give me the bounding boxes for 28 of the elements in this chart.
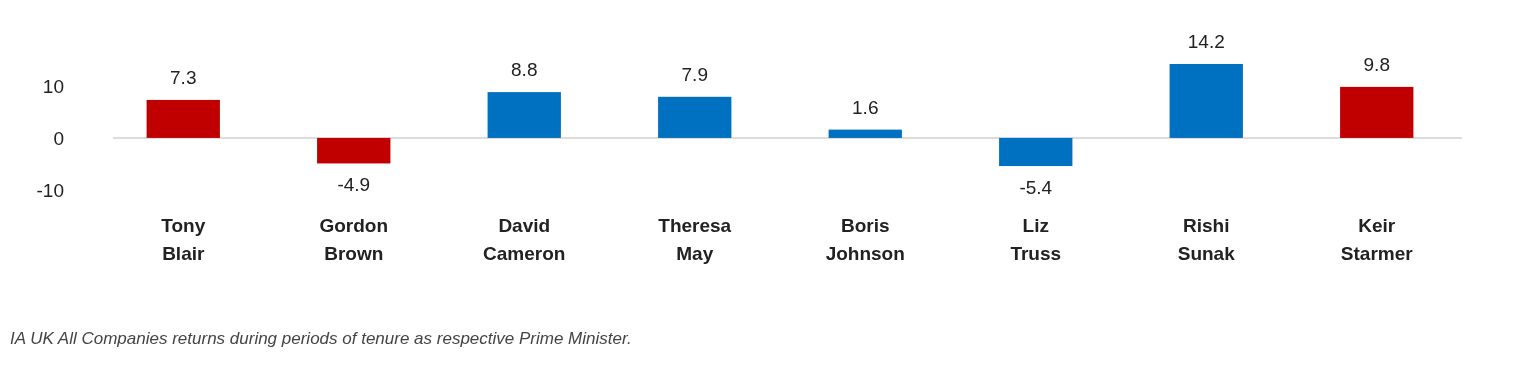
data-label: 8.8 [511, 59, 538, 81]
bar [487, 92, 561, 138]
bar [999, 137, 1073, 167]
data-label: 1.6 [852, 96, 879, 118]
bar [1340, 86, 1414, 138]
x-tick-label: Keir Starmer [1340, 215, 1414, 264]
x-tick-label: Boris Johnson [825, 215, 905, 264]
bar [828, 129, 902, 138]
y-tick-label: 10 [42, 75, 64, 97]
bar [146, 99, 220, 138]
y-tick-label: 0 [53, 127, 64, 149]
data-label: 14.2 [1187, 31, 1225, 52]
bar [1169, 64, 1243, 138]
x-tick-label: Theresa May [658, 215, 732, 264]
bar [658, 96, 732, 138]
data-label: -5.4 [1019, 177, 1053, 199]
x-tick-label: Rishi Sunak [1177, 215, 1236, 264]
y-tick-label: -10 [36, 179, 64, 201]
bar [317, 137, 391, 164]
x-tick-label: Gordon Brown [319, 215, 389, 264]
data-label: -4.9 [337, 174, 371, 196]
data-label: 7.9 [681, 63, 708, 85]
data-label: 9.8 [1363, 53, 1390, 75]
x-tick-label: David Cameron [483, 215, 566, 264]
x-tick-label: Tony Blair [161, 215, 206, 264]
x-tick-label: Liz Truss [1010, 215, 1062, 264]
text: IA UK All Companies returns during periods of tenure as respective Prime Minister. [10, 329, 632, 348]
data-label: 7.3 [170, 66, 197, 88]
